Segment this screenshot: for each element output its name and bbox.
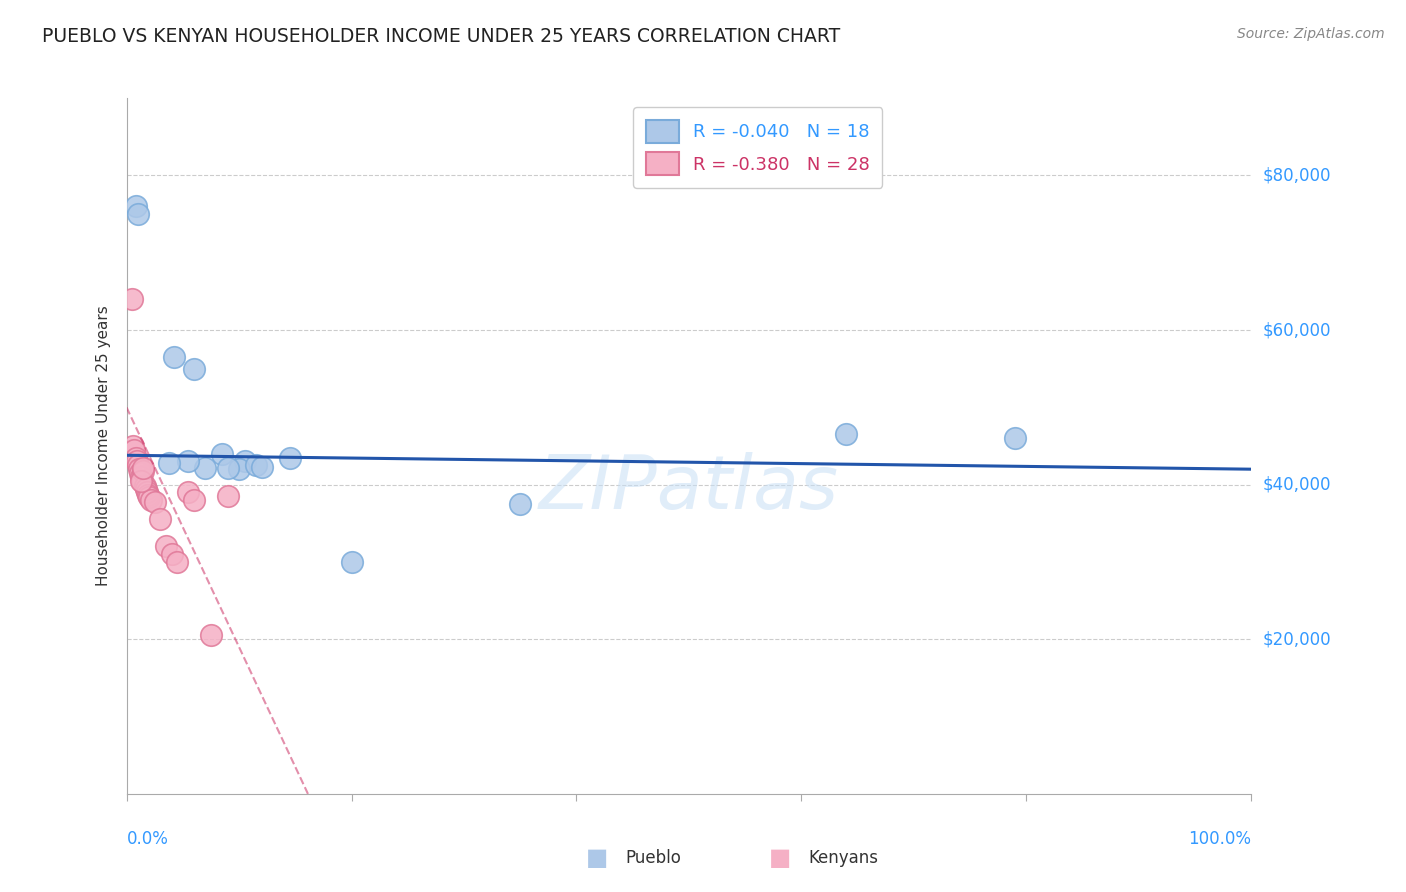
Point bbox=[155, 540, 177, 554]
Point bbox=[129, 470, 152, 484]
Point bbox=[121, 292, 143, 306]
Point bbox=[340, 555, 363, 569]
Text: ■: ■ bbox=[586, 847, 609, 870]
Point bbox=[200, 628, 222, 642]
Point bbox=[138, 490, 160, 504]
Point bbox=[128, 462, 150, 476]
Text: $20,000: $20,000 bbox=[1263, 631, 1331, 648]
Text: $60,000: $60,000 bbox=[1263, 321, 1331, 339]
Text: Source: ZipAtlas.com: Source: ZipAtlas.com bbox=[1237, 27, 1385, 41]
Text: Pueblo: Pueblo bbox=[626, 849, 682, 867]
Point bbox=[194, 460, 217, 475]
Point bbox=[132, 464, 155, 478]
Point bbox=[127, 207, 149, 221]
Point bbox=[135, 485, 157, 500]
Point bbox=[135, 483, 157, 497]
Point bbox=[211, 447, 233, 461]
Point bbox=[141, 493, 163, 508]
Point bbox=[278, 450, 301, 465]
Point bbox=[160, 547, 183, 561]
Point bbox=[132, 460, 155, 475]
Point bbox=[149, 512, 172, 526]
Text: $80,000: $80,000 bbox=[1263, 167, 1331, 185]
Point bbox=[124, 442, 146, 457]
Point bbox=[143, 495, 166, 509]
Point bbox=[233, 454, 256, 468]
Legend: R = -0.040   N = 18, R = -0.380   N = 28: R = -0.040 N = 18, R = -0.380 N = 28 bbox=[634, 107, 883, 188]
Point bbox=[250, 459, 273, 474]
Text: PUEBLO VS KENYAN HOUSEHOLDER INCOME UNDER 25 YEARS CORRELATION CHART: PUEBLO VS KENYAN HOUSEHOLDER INCOME UNDE… bbox=[42, 27, 841, 45]
Point bbox=[228, 462, 250, 476]
Point bbox=[163, 350, 186, 364]
Point bbox=[134, 479, 156, 493]
Point bbox=[136, 488, 159, 502]
Point bbox=[127, 458, 149, 473]
Point bbox=[129, 474, 152, 488]
Point bbox=[166, 555, 188, 569]
Text: ■: ■ bbox=[769, 847, 792, 870]
Point bbox=[245, 458, 267, 473]
Text: ZIPatlas: ZIPatlas bbox=[538, 451, 839, 524]
Point bbox=[1004, 431, 1026, 445]
Text: 0.0%: 0.0% bbox=[127, 830, 169, 847]
Text: 100.0%: 100.0% bbox=[1188, 830, 1251, 847]
Text: $40,000: $40,000 bbox=[1263, 475, 1331, 493]
Point bbox=[177, 454, 200, 468]
Point bbox=[835, 427, 858, 442]
Point bbox=[124, 450, 146, 465]
Point bbox=[217, 461, 239, 475]
Point bbox=[124, 199, 146, 213]
Point bbox=[183, 361, 205, 376]
Point bbox=[129, 466, 152, 480]
Point bbox=[131, 474, 153, 488]
Point bbox=[183, 493, 205, 508]
Point bbox=[125, 454, 148, 468]
Point bbox=[122, 439, 145, 453]
Y-axis label: Householder Income Under 25 years: Householder Income Under 25 years bbox=[96, 306, 111, 586]
Text: Kenyans: Kenyans bbox=[808, 849, 879, 867]
Point bbox=[177, 485, 200, 500]
Point bbox=[217, 489, 239, 503]
Point bbox=[509, 497, 531, 511]
Point bbox=[157, 456, 180, 470]
